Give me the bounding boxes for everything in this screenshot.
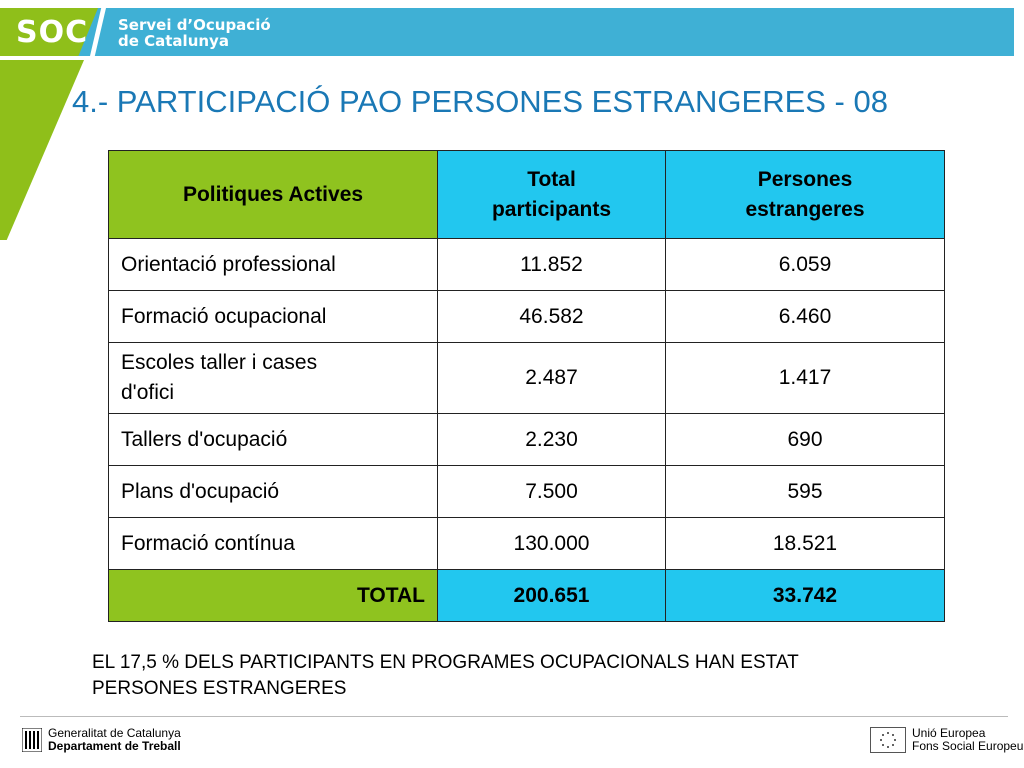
row-label-line1: Escoles taller i cases: [121, 351, 318, 374]
eu-line2: Fons Social Europeu: [912, 739, 1024, 753]
table-row: Escoles taller i cases d'ofici 2.487 1.4…: [108, 342, 945, 414]
total-foreign-value: 33.742: [665, 569, 945, 622]
header-total-line1: Total: [527, 167, 576, 191]
header-politiques-actives: Politiques Actives: [108, 150, 438, 239]
row-foreign: 6.460: [665, 290, 945, 343]
row-label: Escoles taller i cases d'ofici: [108, 342, 438, 414]
row-label: Tallers d'ocupació: [108, 413, 438, 466]
table-row: Formació contínua 130.000 18.521: [108, 517, 945, 570]
header-bar: SOC Servei d’Ocupació de Catalunya: [0, 8, 1014, 56]
row-label: Formació contínua: [108, 517, 438, 570]
generalitat-text: Generalitat de Catalunya Departament de …: [48, 727, 181, 753]
generalitat-line1: Generalitat de Catalunya: [48, 726, 181, 740]
service-name: Servei d’Ocupació de Catalunya: [118, 17, 271, 49]
header-total-line2: participants: [491, 197, 612, 221]
generalitat-line2: Departament de Treball: [48, 739, 181, 753]
row-total: 7.500: [437, 465, 666, 518]
participation-table: Politiques Actives Total participants Pe…: [108, 150, 945, 622]
row-foreign: 6.059: [665, 238, 945, 291]
eu-flag-icon: [870, 727, 906, 753]
header-foreign-line2: estrangeres: [745, 197, 865, 221]
row-foreign: 690: [665, 413, 945, 466]
table-row: Orientació professional 11.852 6.059: [108, 238, 945, 291]
row-foreign: 18.521: [665, 517, 945, 570]
row-label: Orientació professional: [108, 238, 438, 291]
service-name-line2: de Catalunya: [118, 32, 229, 50]
table-row: Plans d'ocupació 7.500 595: [108, 465, 945, 518]
row-total: 11.852: [437, 238, 666, 291]
table-row: Formació ocupacional 46.582 6.460: [108, 290, 945, 343]
row-foreign: 595: [665, 465, 945, 518]
service-name-line1: Servei d’Ocupació: [118, 16, 271, 34]
row-total: 130.000: [437, 517, 666, 570]
table-row: Tallers d'ocupació 2.230 690: [108, 413, 945, 466]
table-total-row: TOTAL 200.651 33.742: [108, 569, 945, 622]
row-foreign: 1.417: [665, 342, 945, 414]
summary-note: EL 17,5 % DELS PARTICIPANTS EN PROGRAMES…: [92, 650, 992, 702]
soc-logo: SOC: [16, 15, 89, 50]
row-total: 2.230: [437, 413, 666, 466]
eu-line1: Unió Europea: [912, 726, 986, 740]
header-total-participants: Total participants: [437, 150, 666, 239]
row-label: Plans d'ocupació: [108, 465, 438, 518]
summary-note-line2: PERSONES ESTRANGERES: [92, 678, 347, 699]
header-persones-estrangeres: Persones estrangeres: [665, 150, 945, 239]
summary-note-line1: EL 17,5 % DELS PARTICIPANTS EN PROGRAMES…: [92, 652, 799, 673]
page-title: 4.- PARTICIPACIÓ PAO PERSONES ESTRANGERE…: [72, 84, 888, 119]
total-label: TOTAL: [108, 569, 438, 622]
row-total: 46.582: [437, 290, 666, 343]
generalitat-logo-icon: [22, 728, 42, 752]
footer-divider: [20, 716, 1008, 717]
soc-logo-box: [0, 8, 98, 56]
total-participants-value: 200.651: [437, 569, 666, 622]
eu-text: Unió Europea Fons Social Europeu: [912, 727, 1023, 753]
header-foreign-line1: Persones: [757, 167, 853, 191]
table-header-row: Politiques Actives Total participants Pe…: [108, 150, 945, 239]
row-total: 2.487: [437, 342, 666, 414]
row-label: Formació ocupacional: [108, 290, 438, 343]
row-label-line2: d'ofici: [121, 381, 175, 404]
